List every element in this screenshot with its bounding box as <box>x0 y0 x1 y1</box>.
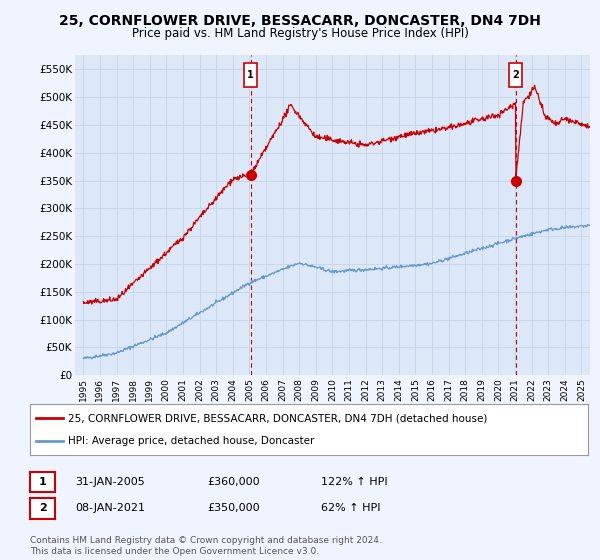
Text: 31-JAN-2005: 31-JAN-2005 <box>75 477 145 487</box>
Text: 2: 2 <box>39 503 46 514</box>
FancyBboxPatch shape <box>244 63 257 87</box>
Text: 2: 2 <box>512 70 519 80</box>
Text: Contains HM Land Registry data © Crown copyright and database right 2024.
This d: Contains HM Land Registry data © Crown c… <box>30 536 382 556</box>
Text: 08-JAN-2021: 08-JAN-2021 <box>75 503 145 514</box>
FancyBboxPatch shape <box>509 63 522 87</box>
Text: 62% ↑ HPI: 62% ↑ HPI <box>321 503 380 514</box>
Text: £360,000: £360,000 <box>207 477 260 487</box>
Text: Price paid vs. HM Land Registry's House Price Index (HPI): Price paid vs. HM Land Registry's House … <box>131 27 469 40</box>
Text: HPI: Average price, detached house, Doncaster: HPI: Average price, detached house, Donc… <box>68 436 314 446</box>
Text: 1: 1 <box>39 477 46 487</box>
Text: 25, CORNFLOWER DRIVE, BESSACARR, DONCASTER, DN4 7DH (detached house): 25, CORNFLOWER DRIVE, BESSACARR, DONCAST… <box>68 413 487 423</box>
Text: 1: 1 <box>247 70 254 80</box>
Text: 25, CORNFLOWER DRIVE, BESSACARR, DONCASTER, DN4 7DH: 25, CORNFLOWER DRIVE, BESSACARR, DONCAST… <box>59 14 541 28</box>
Text: 122% ↑ HPI: 122% ↑ HPI <box>321 477 388 487</box>
Text: £350,000: £350,000 <box>207 503 260 514</box>
